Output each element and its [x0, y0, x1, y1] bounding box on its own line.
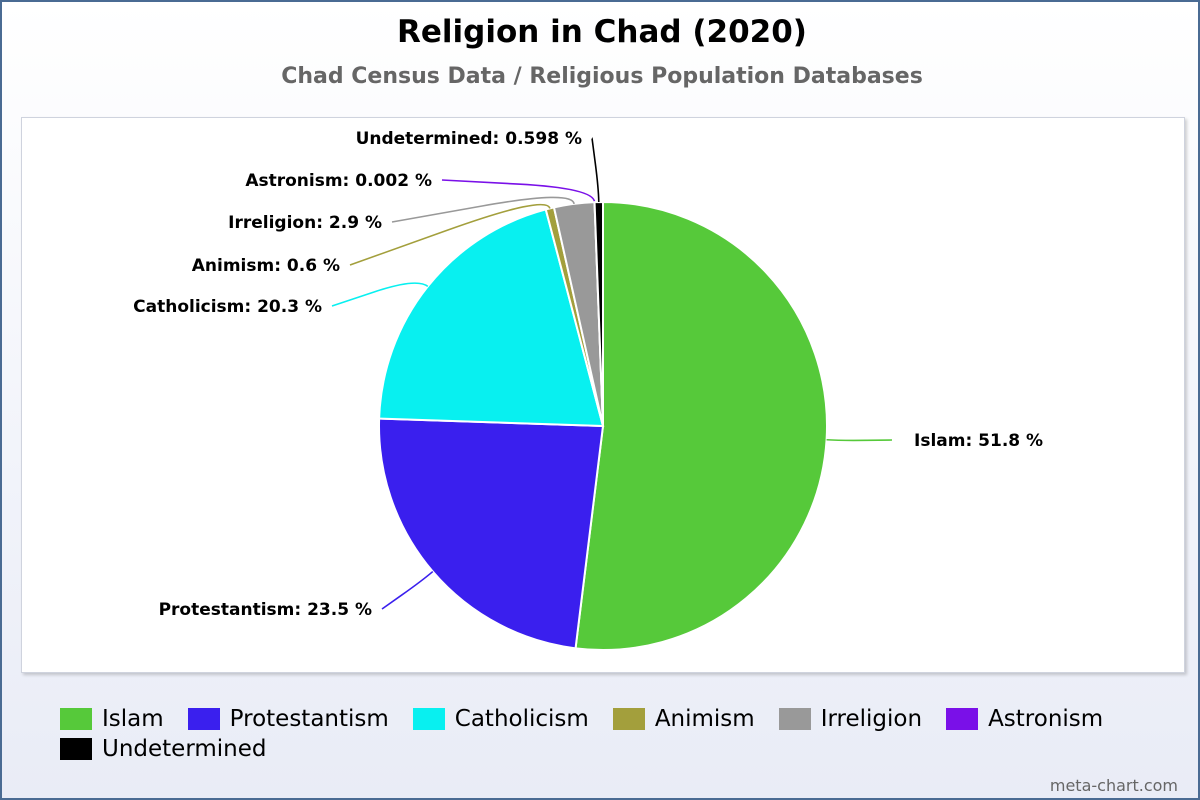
legend-item-protestantism[interactable]: Protestantism [187, 706, 389, 732]
legend-item-animism[interactable]: Animism [612, 706, 755, 732]
pie-slice-catholicism [378, 208, 605, 428]
data-label-islam: Islam: 51.8 % [914, 431, 1043, 451]
data-label-astronism: Astronism: 0.002 % [245, 171, 432, 191]
legend-label: Islam [102, 706, 164, 732]
legend-swatch [778, 708, 811, 730]
connector-line-islam [826, 438, 893, 442]
legend-label: Catholicism [454, 706, 589, 732]
legend-swatch [60, 738, 92, 760]
pie-slice-protestantism [378, 417, 605, 650]
legend-label: Irreligion [820, 706, 923, 732]
legend: Islam Protestantism Catholicism Animism Irre… [60, 706, 1170, 762]
pie-slice-islam [574, 200, 828, 651]
connector-line-astronism [441, 179, 596, 203]
legend-swatch [412, 708, 445, 730]
data-label-animism: Animism: 0.6 % [192, 256, 340, 276]
legend-item-catholicism[interactable]: Catholicism [412, 706, 589, 732]
connector-line-protestantism [381, 570, 434, 610]
legend-swatch [60, 708, 92, 730]
chart-title: Religion in Chad (2020) [397, 14, 807, 50]
legend-label: Protestantism [229, 706, 389, 732]
data-label-irreligion: Irreligion: 2.9 % [228, 213, 382, 233]
connector-line-catholicism [331, 282, 429, 307]
legend-label: Astronism [988, 706, 1104, 732]
legend-item-islam[interactable]: Islam [60, 706, 164, 732]
connector-line-animism [349, 203, 551, 266]
credit-text: meta-chart.com [1049, 776, 1178, 795]
legend-item-astronism[interactable]: Astronism [946, 706, 1103, 732]
legend-label: Undetermined [102, 736, 267, 762]
connector-line-undetermined [591, 137, 600, 203]
connector-line-irreligion [391, 196, 575, 223]
data-label-undetermined: Undetermined: 0.598 % [356, 129, 582, 149]
legend-swatch [946, 708, 979, 730]
legend-label: Animism [654, 706, 755, 732]
legend-swatch [612, 708, 645, 730]
data-label-protestantism: Protestantism: 23.5 % [159, 600, 372, 620]
legend-item-irreligion[interactable]: Irreligion [778, 706, 923, 732]
chart-subtitle: Chad Census Data / Religious Population … [281, 64, 923, 89]
legend-swatch [187, 708, 220, 730]
data-label-catholicism: Catholicism: 20.3 % [133, 297, 322, 317]
plot-area: Islam: 51.8 % Protestantism: 23.5 % Cathol… [21, 117, 1185, 673]
legend-item-undetermined[interactable]: Undetermined [60, 736, 267, 762]
pie-chart: Islam: 51.8 % Protestantism: 23.5 % Cathol… [133, 129, 1043, 651]
